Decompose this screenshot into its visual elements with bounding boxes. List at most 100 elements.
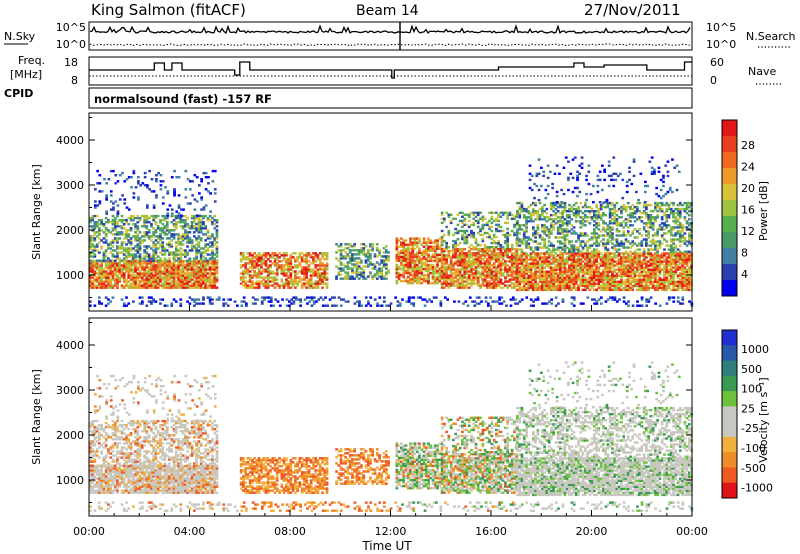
power-cell — [541, 230, 544, 232]
power-cell — [591, 275, 594, 277]
power-cell — [616, 269, 619, 271]
power-cell — [634, 271, 637, 273]
power-cell — [436, 254, 439, 256]
power-cell — [534, 258, 537, 260]
power-cell — [539, 246, 542, 248]
power-cell — [312, 287, 315, 289]
power-cell — [319, 252, 322, 254]
power-cell — [582, 269, 585, 271]
power-cell — [502, 272, 505, 274]
power-cell — [570, 275, 573, 277]
power-cell — [123, 233, 126, 235]
power-cell — [429, 242, 432, 244]
power-cell — [668, 285, 671, 287]
power-cell — [105, 287, 108, 289]
power-cell — [200, 276, 203, 278]
power-cell — [631, 285, 634, 287]
power-cell — [634, 285, 637, 287]
power-cell — [152, 287, 155, 289]
power-cell — [209, 219, 212, 221]
power-cell — [521, 202, 524, 204]
power-cell — [342, 249, 345, 251]
power-cell — [112, 227, 115, 229]
power-cell — [189, 284, 192, 286]
power-cell — [488, 228, 491, 230]
power-cell — [432, 248, 435, 250]
power-cell — [285, 252, 288, 254]
power-cell — [568, 220, 571, 222]
power-cell — [604, 252, 607, 254]
power-cell — [566, 232, 569, 234]
power-cell — [513, 270, 516, 272]
power-cell — [198, 235, 201, 237]
power-cell — [205, 172, 208, 174]
power-cell — [99, 182, 102, 184]
power-cell — [347, 243, 350, 245]
power-cell — [182, 262, 185, 264]
power-cell — [645, 285, 648, 287]
power-cell — [153, 204, 156, 206]
power-cell — [105, 249, 108, 251]
power-cell — [287, 287, 290, 289]
power-cell — [539, 252, 542, 254]
power-cell — [170, 233, 173, 235]
power-cell — [534, 269, 537, 271]
power-cell — [94, 215, 97, 217]
power-cell — [550, 242, 553, 244]
power-cell — [470, 224, 473, 226]
power-cell — [550, 232, 553, 234]
power-cell — [166, 215, 169, 217]
power-cell — [445, 242, 448, 244]
power-cell — [204, 225, 207, 227]
power-cell — [152, 227, 155, 229]
power-cell — [521, 275, 524, 277]
power-cell — [546, 256, 549, 258]
power-cell — [482, 228, 485, 230]
power-cell — [645, 260, 648, 262]
power-cell — [663, 258, 666, 260]
power-cell — [204, 287, 207, 289]
power-cell — [193, 262, 196, 264]
power-cell — [500, 260, 503, 262]
power-cell — [178, 206, 181, 208]
power-cell — [670, 289, 673, 291]
power-cell — [193, 245, 196, 247]
power-cell — [506, 284, 509, 286]
power-cell — [622, 269, 625, 271]
power-cell — [429, 248, 432, 250]
power-cell — [582, 289, 585, 291]
power-cell — [169, 204, 172, 206]
power-cell — [468, 220, 471, 222]
power-cell — [253, 282, 256, 284]
power-cell — [116, 215, 119, 217]
power-cell — [491, 216, 494, 218]
power-cell — [506, 264, 509, 266]
power-cell — [214, 200, 217, 202]
power-cell — [369, 261, 372, 263]
power-cell — [511, 244, 514, 246]
power-cell — [164, 251, 167, 253]
power-cell — [656, 258, 659, 260]
power-cell — [258, 252, 261, 254]
power-cell — [459, 252, 462, 254]
power-cell — [100, 229, 103, 231]
power-cell — [170, 229, 173, 231]
power-cell — [523, 285, 526, 287]
power-cell — [516, 202, 519, 204]
power-cell — [521, 238, 524, 240]
power-cell — [472, 232, 475, 234]
power-cell — [631, 277, 634, 279]
power-cell — [116, 276, 119, 278]
power-cell — [420, 244, 423, 246]
power-cell — [491, 230, 494, 232]
power-cell — [347, 278, 350, 280]
power-cell — [543, 238, 546, 240]
power-cell — [130, 247, 133, 249]
power-cell — [141, 268, 144, 270]
power-cell — [107, 287, 110, 289]
power-cell — [616, 260, 619, 262]
power-cell — [189, 249, 192, 251]
power-cell — [134, 274, 137, 276]
power-cell — [335, 265, 338, 267]
power-cell — [260, 254, 263, 256]
